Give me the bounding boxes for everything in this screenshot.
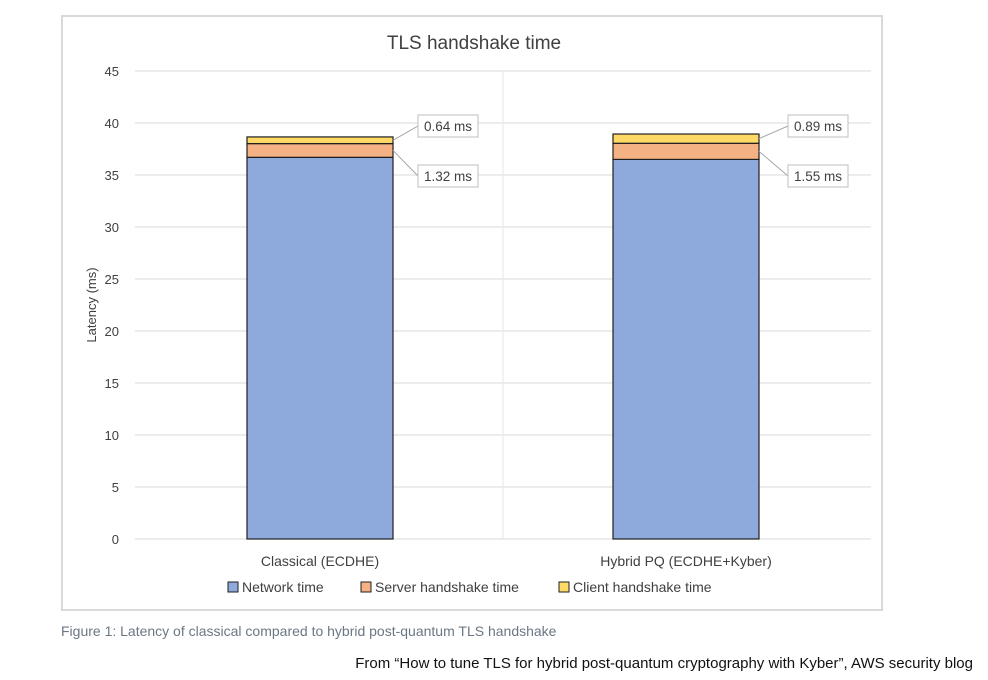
legend-swatch — [227, 581, 239, 593]
callout-box — [787, 164, 849, 188]
y-tick-label: 45 — [105, 64, 119, 79]
y-tick-label: 15 — [105, 376, 119, 391]
legend-label: Client handshake time — [573, 579, 712, 595]
legend-label: Server handshake time — [375, 579, 519, 595]
chart-svg: TLS handshake time Latency (ms) 0 5 10 15 20… — [84, 33, 871, 595]
plot-area: 0 5 10 15 20 25 30 35 40 45 Classical (ECDHE) Hybri… — [105, 64, 871, 569]
data-label: 0.64 ms — [424, 119, 472, 134]
figure-caption: Figure 1: Latency of classical compared … — [61, 623, 557, 639]
chart-frame: TLS handshake time Latency (ms) 0 5 10 15 20… — [61, 15, 883, 611]
data-label: 1.55 ms — [794, 169, 842, 184]
legend: Network time Server handshake time Client … — [227, 579, 712, 595]
y-tick-label: 35 — [105, 168, 119, 183]
y-tick-label: 20 — [105, 324, 119, 339]
legend-swatch — [360, 581, 372, 593]
y-tick-label: 25 — [105, 272, 119, 287]
bar-segment — [246, 142, 394, 158]
bar-segment — [246, 156, 394, 540]
bar-segment — [612, 133, 760, 144]
data-label: 1.32 ms — [424, 169, 472, 184]
callout-leader — [392, 125, 419, 141]
bar-segment — [612, 158, 760, 540]
x-tick-label: Hybrid PQ (ECDHE+Kyber) — [600, 553, 772, 569]
y-axis-label: Latency (ms) — [84, 267, 99, 342]
callout-leader — [758, 125, 789, 140]
y-tick-label: 10 — [105, 428, 119, 443]
y-tick-label: 30 — [105, 220, 119, 235]
bar-segment — [246, 136, 394, 145]
y-tick-label: 0 — [112, 532, 119, 547]
legend-label: Network time — [242, 579, 324, 595]
legend-swatch — [558, 581, 570, 593]
y-tick-label: 5 — [112, 480, 119, 495]
callout-leader — [758, 150, 789, 177]
callout-box — [417, 164, 479, 188]
callout-box — [417, 114, 479, 138]
callout-leader — [392, 150, 419, 177]
data-label: 0.89 ms — [794, 119, 842, 134]
callout-box — [787, 114, 849, 138]
source-credit: From “How to tune TLS for hybrid post-qu… — [355, 655, 973, 672]
bar-segment — [612, 142, 760, 160]
chart-title: TLS handshake time — [387, 33, 561, 54]
y-tick-label: 40 — [105, 116, 119, 131]
x-tick-label: Classical (ECDHE) — [261, 553, 379, 569]
